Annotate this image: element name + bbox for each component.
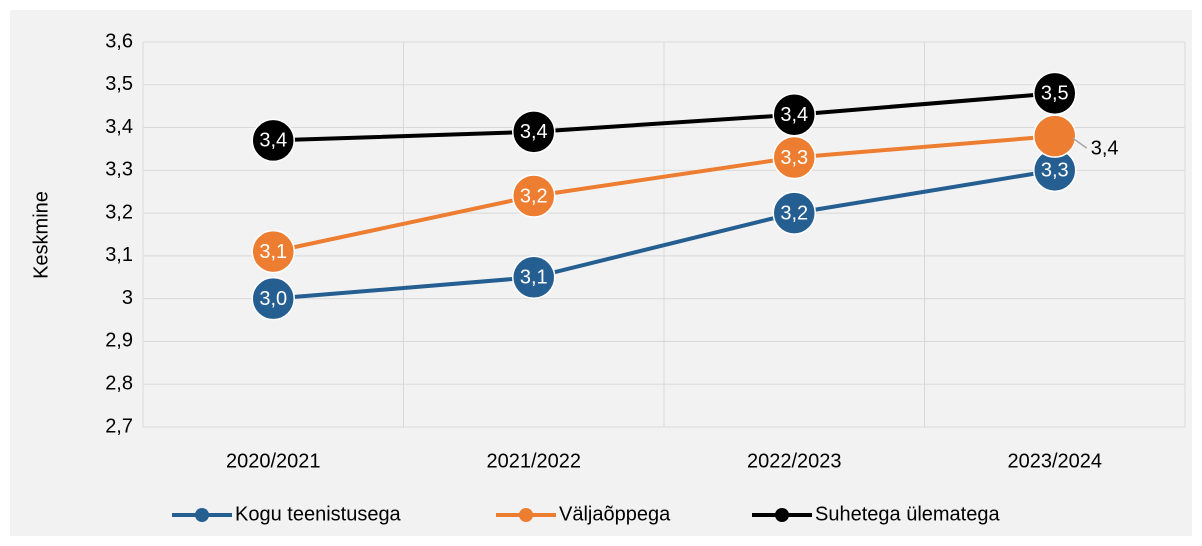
legend-marker — [519, 508, 533, 522]
y-tick-label: 2,7 — [105, 415, 133, 437]
series-line — [273, 168, 1056, 301]
leader-line — [1072, 137, 1088, 149]
series-line — [273, 91, 1055, 143]
data-label: 3,4 — [520, 121, 548, 143]
y-tick-label: 3,2 — [105, 201, 133, 223]
data-label: 3,4 — [780, 104, 808, 126]
data-label: 3,1 — [259, 241, 287, 263]
point-marker — [772, 191, 816, 235]
y-tick-label: 3,5 — [105, 73, 133, 95]
data-label: 3,2 — [780, 202, 808, 224]
series-line — [272, 134, 1055, 254]
data-label: 3,1 — [520, 267, 548, 289]
legend-marker — [775, 508, 789, 522]
legend-marker — [195, 508, 209, 522]
point-marker — [251, 229, 295, 274]
x-tick-label: 2022/2023 — [747, 450, 842, 472]
point-marker — [512, 110, 556, 154]
point-marker — [772, 135, 816, 180]
legend-label: Väljaõppega — [559, 503, 671, 525]
data-label: 3,4 — [259, 130, 287, 152]
y-tick-label: 3,3 — [105, 159, 133, 181]
y-tick-label: 3,1 — [105, 244, 133, 266]
y-tick-label: 3 — [122, 287, 133, 309]
y-axis-label: Keskmine — [30, 191, 52, 279]
point-marker — [1033, 71, 1077, 116]
y-tick-label: 3,6 — [105, 30, 133, 52]
point-marker — [512, 174, 556, 218]
data-label: 3,4 — [1091, 137, 1119, 159]
x-tick-label: 2020/2021 — [226, 450, 321, 472]
x-tick-label: 2023/2024 — [1007, 450, 1102, 472]
x-tick-label: 2021/2022 — [486, 450, 581, 472]
data-label: 3,3 — [1041, 160, 1069, 182]
data-label: 3,3 — [780, 147, 808, 169]
data-label: 3,0 — [259, 288, 287, 310]
point-marker — [772, 92, 816, 137]
y-tick-label: 3,4 — [105, 116, 133, 138]
legend-label: Kogu teenistusega — [235, 503, 402, 525]
y-tick-label: 2,8 — [105, 373, 133, 395]
data-label: 3,2 — [520, 185, 548, 207]
point-marker — [251, 276, 295, 321]
point-marker — [251, 118, 295, 163]
legend-label: Suhetega ülematega — [815, 503, 1000, 525]
data-label: 3,5 — [1041, 83, 1069, 105]
point-marker — [1033, 114, 1077, 158]
y-tick-label: 2,9 — [105, 330, 133, 352]
point-marker — [512, 255, 556, 300]
